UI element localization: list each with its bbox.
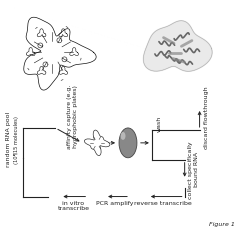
- Text: PCR amplify: PCR amplify: [96, 201, 134, 205]
- Text: in vitro
transcribe: in vitro transcribe: [57, 201, 89, 211]
- Text: wash: wash: [157, 116, 162, 132]
- Text: discard flowthrough: discard flowthrough: [204, 87, 209, 149]
- Text: affinity capture (e.g.
hydrophobic plates): affinity capture (e.g. hydrophobic plate…: [67, 85, 78, 149]
- Ellipse shape: [120, 132, 126, 140]
- Polygon shape: [143, 21, 212, 71]
- Text: Figure 1: Figure 1: [208, 222, 234, 227]
- Text: collect specifically
bound RNA: collect specifically bound RNA: [188, 141, 199, 199]
- Ellipse shape: [119, 128, 137, 158]
- Text: random RNA pool: random RNA pool: [6, 112, 11, 168]
- Text: (10¶15 molecules): (10¶15 molecules): [14, 116, 19, 164]
- Text: reverse transcribe: reverse transcribe: [134, 201, 192, 205]
